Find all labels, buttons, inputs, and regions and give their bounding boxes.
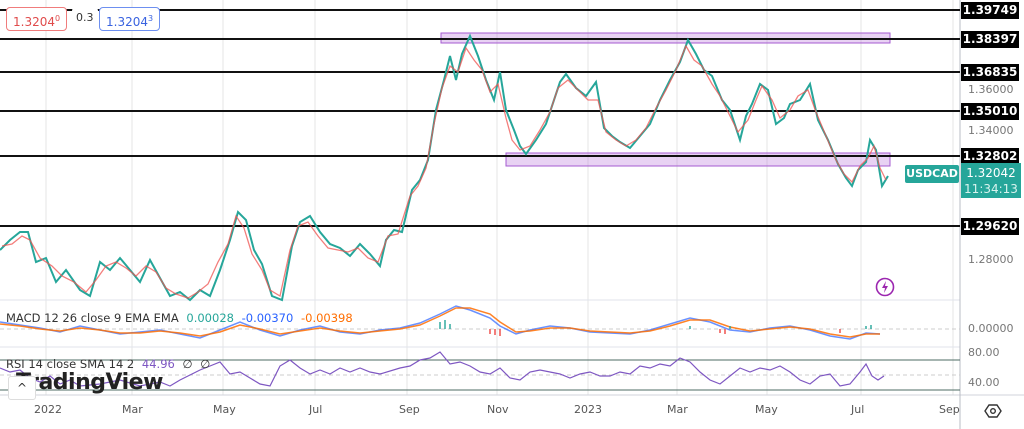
collapse-pane-button[interactable]: ^ bbox=[8, 376, 36, 400]
rsi-axis-bottom: 40.00 bbox=[968, 376, 1000, 389]
time-axis-label: Nov bbox=[487, 403, 509, 416]
macd-histogram-value: 0.00028 bbox=[186, 311, 234, 325]
bid-price-badge[interactable]: 1.32040 bbox=[6, 7, 68, 31]
macd-label: MACD 12 26 close 9 EMA EMA bbox=[6, 311, 179, 325]
time-axis-label: Jul bbox=[851, 403, 865, 416]
spread-value: 0.3 bbox=[72, 7, 98, 31]
time-axis-label: Mar bbox=[667, 403, 688, 416]
ask-price: 1.3204 bbox=[106, 15, 148, 29]
time-axis-label: Sep bbox=[399, 403, 420, 416]
time-axis-label: Jul bbox=[309, 403, 323, 416]
level-label: 1.39749 bbox=[961, 2, 1019, 19]
time-axis-label: May bbox=[213, 403, 236, 416]
price-axis-label: 1.36000 bbox=[968, 83, 1014, 96]
price-axis-label: 1.28000 bbox=[968, 253, 1014, 266]
macd-legend[interactable]: MACD 12 26 close 9 EMA EMA 0.00028 -0.00… bbox=[6, 311, 357, 325]
ask-price-badge[interactable]: 1.32043 bbox=[99, 7, 161, 31]
price-axis-label: 1.34000 bbox=[968, 124, 1014, 137]
current-price: 1.32042 bbox=[966, 166, 1016, 180]
rsi-label: RSI 14 close SMA 14 2 bbox=[6, 357, 135, 371]
tradingview-logo: TradingView bbox=[16, 370, 163, 395]
level-label: 1.32802 bbox=[961, 148, 1019, 165]
macd-axis-label: 0.00000 bbox=[968, 322, 1014, 335]
time-axis-label: 2022 bbox=[34, 403, 62, 416]
time-axis-label: Sep bbox=[939, 403, 960, 416]
bar-countdown: 11:34:13 bbox=[964, 182, 1018, 196]
rsi-legend[interactable]: RSI 14 close SMA 14 2 44.96 ∅ ∅ bbox=[6, 357, 214, 371]
current-price-label: 1.32042 11:34:13 bbox=[961, 163, 1021, 198]
bid-price-fraction: 0 bbox=[55, 14, 61, 23]
ask-price-fraction: 3 bbox=[148, 14, 154, 23]
level-label: 1.35010 bbox=[961, 103, 1019, 120]
time-axis-label: 2023 bbox=[574, 403, 602, 416]
flash-icon[interactable] bbox=[875, 277, 895, 297]
macd-line-value: -0.00370 bbox=[241, 311, 294, 325]
rsi-value: 44.96 bbox=[141, 357, 175, 371]
macd-signal-value: -0.00398 bbox=[300, 311, 353, 325]
bid-price: 1.3204 bbox=[13, 15, 55, 29]
rsi-na-1: ∅ bbox=[182, 357, 193, 371]
time-axis-label: May bbox=[755, 403, 778, 416]
settings-gear-icon[interactable] bbox=[984, 402, 1002, 420]
level-label: 1.29620 bbox=[961, 218, 1019, 235]
level-label: 1.36835 bbox=[961, 64, 1019, 81]
rsi-na-2: ∅ bbox=[200, 357, 211, 371]
time-axis-label: Mar bbox=[122, 403, 143, 416]
symbol-tag: USDCAD bbox=[905, 165, 959, 183]
rsi-axis-top: 80.00 bbox=[968, 346, 1000, 359]
level-label: 1.38397 bbox=[961, 31, 1019, 48]
